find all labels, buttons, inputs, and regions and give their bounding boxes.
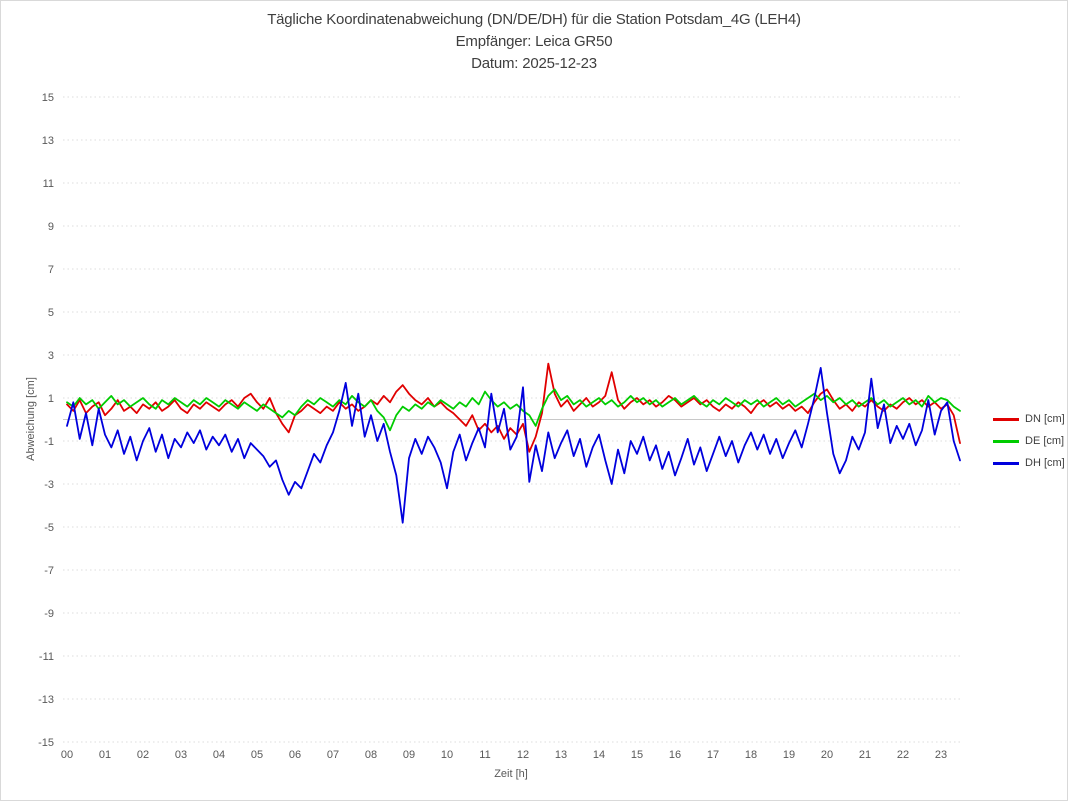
y-axis-title: Abweichung [cm] <box>25 377 37 461</box>
x-tick-label: 17 <box>707 749 719 761</box>
legend-label-dh: DH [cm] <box>1025 457 1065 469</box>
x-tick-label: 11 <box>479 749 490 761</box>
x-tick-label: 09 <box>403 749 415 761</box>
x-tick-label: 05 <box>251 749 263 761</box>
x-tick-label: 12 <box>517 749 529 761</box>
x-tick-label: 21 <box>859 749 871 761</box>
y-tick-label: 15 <box>42 92 54 104</box>
x-tick-label: 20 <box>821 749 833 761</box>
legend-label-dn: DN [cm] <box>1025 413 1065 425</box>
x-tick-label: 08 <box>365 749 377 761</box>
chart-title: Tägliche Koordinatenabweichung (DN/DE/DH… <box>267 11 801 28</box>
series-line-de <box>66 388 961 432</box>
x-tick-label: 16 <box>669 749 681 761</box>
y-tick-label: 9 <box>48 221 54 233</box>
x-tick-label: 18 <box>745 749 757 761</box>
de-line-sample <box>993 439 1019 443</box>
series-line-dh <box>66 366 961 524</box>
y-tick-label: -5 <box>44 522 54 534</box>
x-tick-label: 06 <box>289 749 301 761</box>
y-tick-label: -11 <box>39 651 54 663</box>
dh-line-sample <box>993 461 1019 465</box>
y-tick-label: 1 <box>48 393 54 405</box>
x-tick-label: 07 <box>327 749 339 761</box>
x-tick-label: 14 <box>593 749 605 761</box>
legend: DN [cm] DE [cm] DH [cm] <box>993 408 1065 474</box>
y-tick-label: 11 <box>43 178 54 190</box>
y-tick-label: -1 <box>44 436 54 448</box>
y-tick-label: -15 <box>38 737 54 749</box>
legend-entry-dn: DN [cm] <box>993 408 1065 430</box>
x-tick-label: 19 <box>783 749 795 761</box>
dn-line-sample <box>993 417 1019 421</box>
x-tick-label: 04 <box>213 749 225 761</box>
y-tick-label: 13 <box>42 135 54 147</box>
y-tick-label: 7 <box>48 264 54 276</box>
y-tick-label: -7 <box>44 565 54 577</box>
y-tick-label: -13 <box>38 694 54 706</box>
x-tick-label: 00 <box>61 749 73 761</box>
chart-subtitle-date: Datum: 2025-12-23 <box>471 55 597 72</box>
x-tick-label: 22 <box>897 749 909 761</box>
y-tick-label: -3 <box>44 479 54 491</box>
y-tick-label: 3 <box>48 350 54 362</box>
y-tick-label: -9 <box>44 608 54 620</box>
x-tick-label: 03 <box>175 749 187 761</box>
legend-entry-de: DE [cm] <box>993 430 1065 452</box>
legend-label-de: DE [cm] <box>1025 435 1065 447</box>
legend-entry-dh: DH [cm] <box>993 452 1065 474</box>
chart-subtitle-receiver: Empfänger: Leica GR50 <box>455 33 613 50</box>
x-tick-label: 01 <box>99 749 111 761</box>
y-tick-label: 5 <box>48 307 54 319</box>
x-tick-label: 23 <box>935 749 947 761</box>
x-tick-label: 10 <box>441 749 453 761</box>
x-tick-label: 13 <box>555 749 567 761</box>
title-block: Tägliche Koordinatenabweichung (DN/DE/DH… <box>1 9 1067 75</box>
x-tick-label: 15 <box>631 749 643 761</box>
x-axis-title: Zeit [h] <box>494 768 528 780</box>
x-tick-label: 02 <box>137 749 149 761</box>
